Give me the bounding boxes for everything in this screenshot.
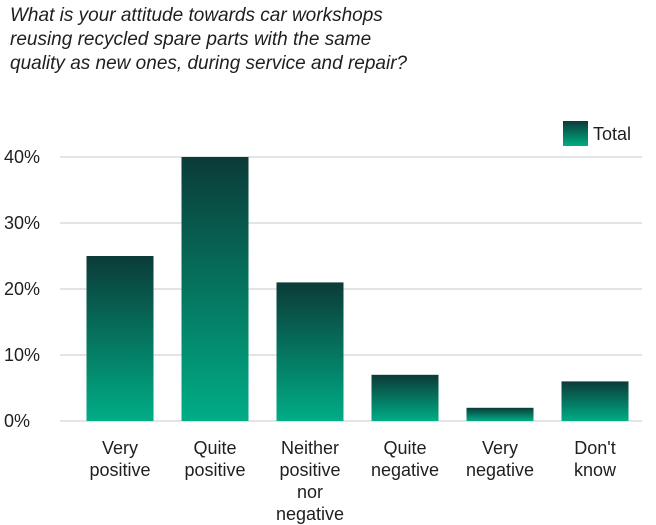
bar (86, 256, 154, 421)
bar (466, 407, 534, 421)
y-tick-label: 20% (4, 279, 40, 299)
legend-label: Total (593, 124, 631, 144)
x-tick-label: Quite (383, 438, 426, 458)
y-axis-ticks: 0% 10% 20% 30% 40% (4, 147, 40, 431)
y-tick-label: 40% (4, 147, 40, 167)
chart-title-line: quality as new ones, during service and … (10, 53, 408, 74)
y-tick-label: 0% (4, 411, 30, 431)
x-tick-label: Very (102, 438, 138, 458)
legend: Total (563, 121, 631, 146)
x-axis-labels: VerypositiveQuitepositiveNeitherpositive… (89, 438, 617, 524)
y-tick-label: 10% (4, 345, 40, 365)
bars (86, 157, 629, 421)
bar (276, 282, 344, 421)
x-tick-label: positive (184, 460, 245, 480)
chart-title-line: reusing recycled spare parts with the sa… (10, 29, 372, 50)
grid-lines (60, 156, 642, 422)
x-tick-label: positive (279, 460, 340, 480)
x-tick-label: Very (482, 438, 518, 458)
chart-title-line: What is your attitude towards car worksh… (10, 5, 383, 26)
legend-swatch (563, 121, 588, 146)
x-tick-label: Quite (193, 438, 236, 458)
y-tick-label: 30% (4, 213, 40, 233)
x-tick-label: negative (466, 460, 534, 480)
x-tick-label: negative (371, 460, 439, 480)
chart-title: What is your attitude towards car worksh… (10, 4, 510, 76)
bar (181, 157, 249, 421)
x-tick-label: nor (297, 482, 323, 502)
x-tick-label: know (574, 460, 617, 480)
x-tick-label: negative (276, 504, 344, 524)
bar (561, 381, 629, 421)
bar (371, 374, 439, 421)
x-tick-label: Neither (281, 438, 339, 458)
x-tick-label: Don't (574, 438, 615, 458)
x-tick-label: positive (89, 460, 150, 480)
